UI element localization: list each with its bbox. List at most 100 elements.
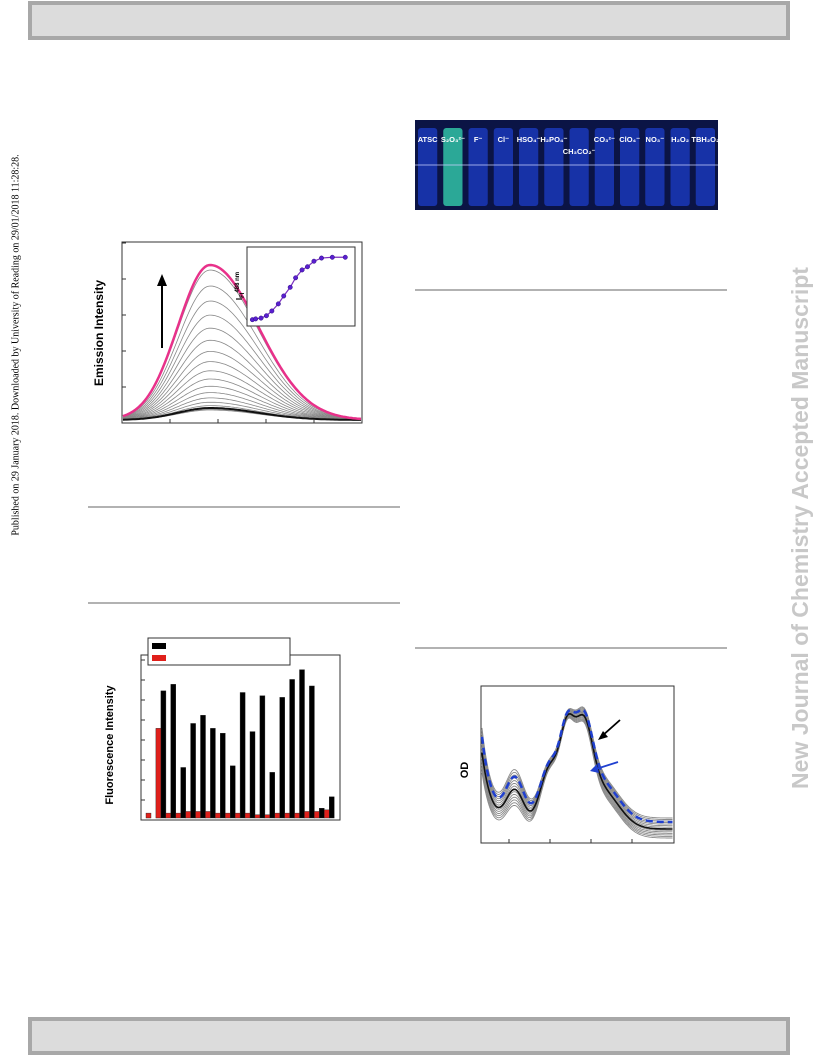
legend-swatch [152, 655, 166, 661]
bar [294, 812, 300, 819]
plot-frame [480, 685, 675, 844]
legend-box [147, 637, 291, 666]
bar [269, 772, 275, 819]
bar [210, 728, 216, 819]
bar [175, 812, 181, 819]
vial-label: NO₃⁻ [646, 135, 665, 144]
bar [259, 695, 266, 819]
bar [215, 812, 221, 819]
vial-label: Cl⁻ [498, 135, 510, 144]
od-curve [481, 716, 673, 837]
y-axis-label: Fluorescence Intensity [104, 685, 116, 805]
spectrum-curve [122, 351, 362, 420]
vial [695, 128, 715, 206]
od-curve [481, 713, 673, 830]
od-figure: OD [459, 685, 675, 844]
vial [443, 128, 463, 206]
inset-point [299, 267, 305, 273]
emission-figure: Emission Intensity [92, 241, 363, 424]
bar [304, 811, 310, 819]
vial-label: ClO₄⁻ [619, 135, 640, 144]
spectrum-curve [122, 327, 361, 420]
bar [185, 811, 191, 819]
inset-y-label: IFI488 nm [235, 272, 246, 300]
spectrum-curve [122, 407, 361, 421]
watermark: New Journal of Chemistry Accepted Manusc… [787, 267, 813, 789]
bar [329, 796, 335, 819]
vial [468, 128, 488, 206]
inset-point [319, 255, 324, 261]
vial [670, 128, 690, 206]
od-curve [481, 710, 673, 825]
od-curve [481, 707, 673, 820]
bar-figure: Fluorescence Intensity [104, 637, 341, 821]
vial-label: ATSC [418, 135, 438, 144]
bar [244, 812, 251, 819]
bar [299, 669, 305, 819]
bar [284, 812, 290, 819]
bar [309, 685, 315, 819]
spectrum-curve [122, 378, 361, 421]
bar [314, 811, 320, 819]
spectrum-curve [122, 285, 362, 420]
spectrum-curve [122, 300, 362, 420]
inset-point [293, 275, 299, 281]
bar [170, 684, 177, 819]
spectrum-curve [122, 385, 362, 421]
spectrum-curve [122, 370, 362, 421]
y-axis-label: OD [459, 762, 471, 779]
inset-point [329, 254, 335, 260]
inset-point [275, 301, 281, 307]
label-sup: 488 nm [235, 272, 241, 293]
inset-point [263, 313, 269, 319]
vial [645, 128, 665, 206]
bar [160, 690, 167, 819]
inset-point [287, 284, 293, 290]
bar [200, 715, 206, 819]
arrow-head [598, 731, 608, 740]
spectrum-curve [122, 339, 361, 420]
inset-point [305, 264, 310, 270]
inset-point [281, 293, 287, 299]
bar [254, 814, 261, 819]
vial-label: TBH₂O₂ [691, 135, 719, 144]
od-curve [480, 708, 673, 824]
arrow [595, 761, 619, 770]
vial-label: F⁻ [474, 135, 483, 144]
spectrum-curve [122, 361, 362, 420]
inset-figure: IFI488 nm [235, 246, 356, 327]
bar [289, 679, 295, 819]
vial [519, 128, 539, 206]
vial-label: H₂PO₄⁻ [540, 135, 567, 144]
vial-label: CH₃CO₂⁻ [563, 147, 596, 156]
bar [145, 812, 152, 819]
arrow-head [590, 764, 599, 773]
bar [274, 812, 280, 819]
bar [220, 733, 226, 819]
plot-frame [121, 241, 363, 424]
od-curve [481, 708, 673, 822]
inset-point [253, 316, 259, 322]
vial-photo: ATSC S₂O₃²⁻ F⁻ Cl⁻ HSO₄⁻ H₂PO₄⁻ CH₃CO₂⁻ CO₃²⁻ Cl… [415, 120, 719, 210]
footer-bar [28, 1017, 790, 1055]
od-curve [481, 715, 673, 834]
vial-label: HSO₄⁻ [517, 135, 541, 144]
vial [594, 128, 614, 206]
bar [279, 697, 285, 819]
bar [324, 809, 330, 819]
inset-point [342, 254, 348, 260]
bar [155, 728, 162, 819]
bar [229, 765, 236, 819]
vial [493, 128, 513, 206]
bar [205, 811, 211, 819]
arrow [601, 719, 621, 737]
inset-point [258, 315, 264, 321]
od-curve [481, 711, 673, 827]
margin-note: Published on 29 January 2018. Downloaded… [10, 154, 21, 535]
bar [319, 808, 325, 819]
bar [190, 723, 196, 819]
bar [224, 812, 231, 819]
bar [234, 812, 241, 819]
arrow-head [157, 274, 167, 286]
